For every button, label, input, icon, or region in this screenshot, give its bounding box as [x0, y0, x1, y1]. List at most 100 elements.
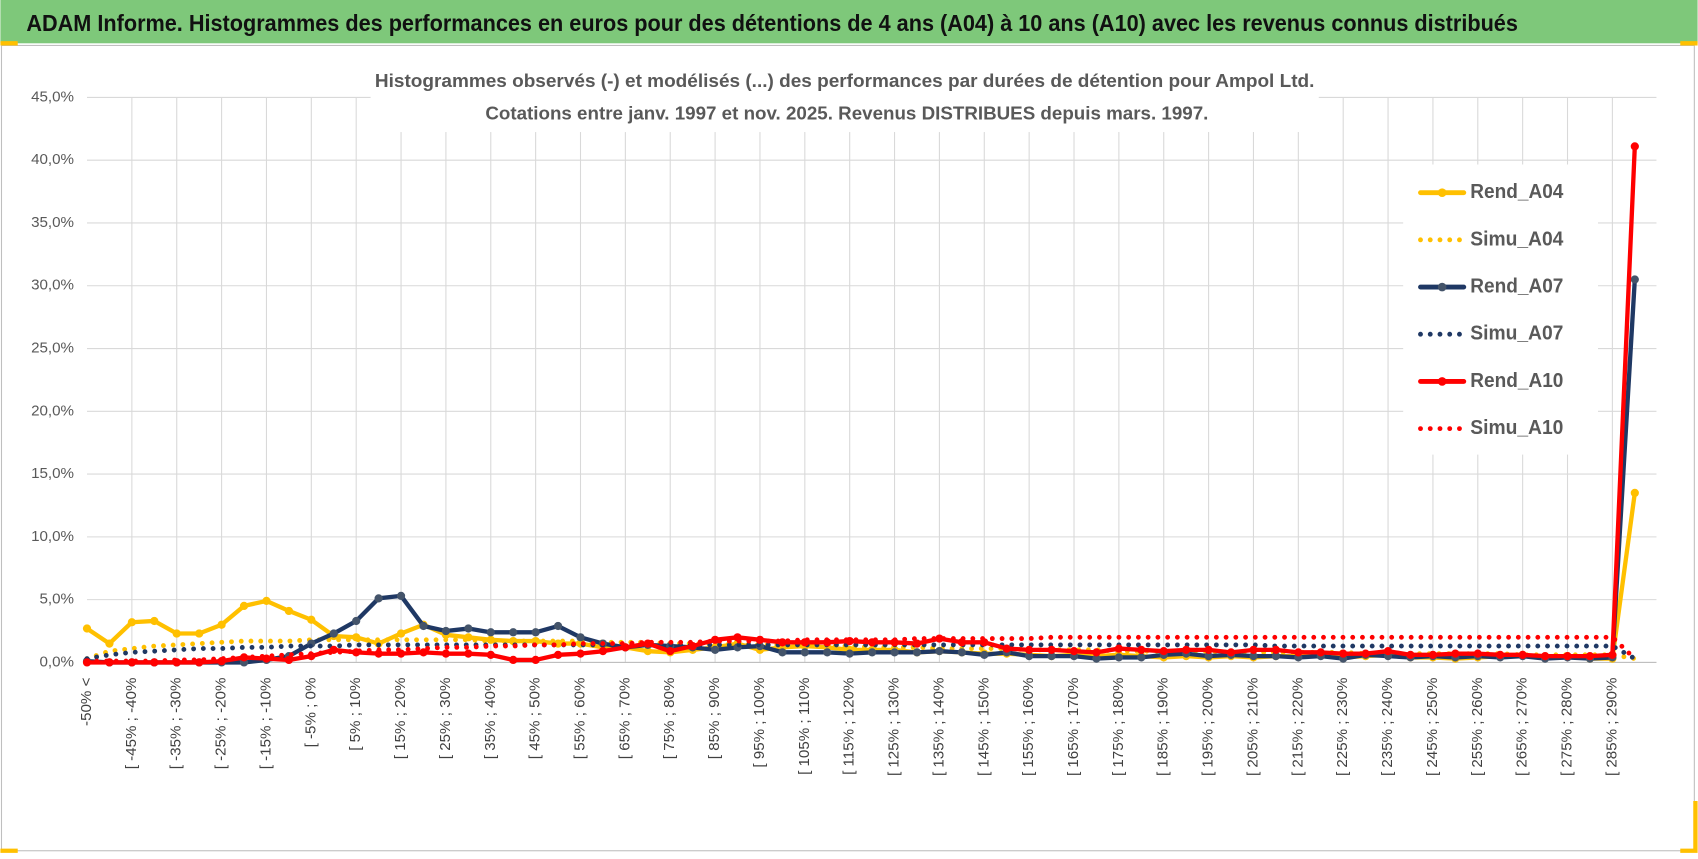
point-marker: [531, 655, 540, 665]
point-marker: [352, 616, 361, 626]
x-tick-label: [ 75% ; 80%: [661, 678, 678, 760]
point-marker: [1271, 645, 1281, 654]
point-marker: [935, 634, 944, 643]
point-marker: [890, 648, 899, 657]
point-marker: [329, 629, 338, 638]
point-marker: [1361, 649, 1370, 658]
x-tick-label: [ -25% ; -20%: [213, 678, 230, 770]
x-tick-label: [ 25% ; 30%: [437, 678, 454, 760]
legend-marker: [1437, 377, 1447, 386]
point-marker: [912, 639, 922, 648]
series-line: [84, 277, 1637, 665]
point-marker: [710, 645, 720, 654]
point-marker: [1047, 645, 1056, 654]
legend-label: Simu_A10: [1470, 416, 1563, 439]
point-marker: [643, 647, 652, 656]
y-tick-label: 30,0%: [31, 277, 74, 294]
point-marker: [1339, 649, 1348, 658]
point-marker: [239, 601, 249, 611]
point-marker: [1473, 649, 1482, 658]
x-tick-label: [ 245% ; 250%: [1424, 678, 1441, 776]
title-box: [370, 67, 1319, 133]
point-marker: [531, 628, 540, 637]
point-marker: [576, 633, 585, 642]
point-marker: [1428, 650, 1438, 659]
point-marker: [1630, 142, 1639, 151]
point-marker: [1294, 648, 1303, 657]
point-marker: [1114, 653, 1123, 662]
legend-label: Simu_A04: [1470, 227, 1564, 250]
x-tick-label: [ 235% ; 240%: [1379, 678, 1396, 776]
point-marker: [1002, 644, 1011, 653]
point-marker: [553, 650, 563, 659]
point-marker: [441, 626, 451, 636]
point-marker: [1518, 650, 1527, 659]
point-marker: [1137, 653, 1146, 662]
x-tick-label: [ 285% ; 290%: [1603, 678, 1620, 776]
series-line: [84, 144, 1637, 665]
x-tick-label: [ 55% ; 60%: [572, 678, 589, 760]
point-marker: [1540, 652, 1550, 661]
x-tick-label: [ -5% ; 0%: [302, 678, 319, 748]
chart-title-line: Cotations entre janv. 1997 et nov. 2025.…: [485, 103, 1208, 124]
point-marker: [957, 648, 966, 657]
point-marker: [980, 650, 989, 659]
chart-title-line: Histogrammes observés (-) et modélisés (…: [375, 70, 1315, 91]
point-marker: [868, 648, 877, 657]
x-tick-label: [ 145% ; 150%: [975, 678, 992, 776]
point-marker: [1630, 275, 1639, 284]
point-marker: [464, 624, 473, 633]
point-marker: [284, 606, 294, 616]
point-marker: [1182, 645, 1191, 654]
point-marker: [307, 615, 316, 624]
point-marker: [845, 649, 854, 658]
y-tick-label: 0,0%: [39, 653, 74, 670]
point-marker: [553, 621, 563, 631]
x-tick-label: [ 205% ; 210%: [1244, 678, 1261, 776]
x-tick-label: [ 15% ; 20%: [392, 678, 409, 760]
x-tick-label: [ 165% ; 170%: [1065, 678, 1082, 776]
point-marker: [127, 618, 136, 627]
y-tick-label: 40,0%: [31, 151, 74, 168]
y-tick-label: 25,0%: [31, 340, 74, 357]
point-marker: [576, 649, 585, 658]
series-lines: [82, 142, 1639, 667]
point-marker: [374, 594, 383, 603]
point-marker: [1159, 647, 1168, 656]
x-tick-label: [ 215% ; 220%: [1289, 678, 1306, 776]
point-marker: [172, 629, 181, 638]
legend-label: Rend_A07: [1470, 274, 1563, 297]
legend-label: Rend_A04: [1470, 180, 1564, 203]
y-tick-label: 10,0%: [31, 528, 74, 545]
point-marker: [1025, 652, 1034, 661]
point-marker: [1204, 645, 1213, 654]
chart-frame: [0, 44, 1695, 852]
point-marker: [1608, 650, 1617, 659]
point-marker: [374, 649, 383, 658]
x-tick-label: [ 125% ; 130%: [886, 678, 903, 776]
x-tick-label: [ 265% ; 270%: [1514, 678, 1531, 776]
x-tick-label: -50% <: [78, 677, 95, 726]
point-marker: [598, 647, 608, 656]
frame-corners: [0, 41, 1698, 853]
point-marker: [1585, 652, 1595, 661]
x-tick-label: [ 195% ; 200%: [1200, 678, 1217, 776]
header-band: [0, 0, 1698, 44]
point-marker: [1563, 652, 1572, 661]
x-tick-label: [ 45% ; 50%: [527, 678, 544, 760]
point-marker: [486, 628, 495, 637]
point-marker: [486, 650, 495, 659]
point-marker: [1249, 645, 1258, 654]
point-marker: [150, 616, 159, 626]
point-marker: [1069, 647, 1079, 656]
point-marker: [396, 591, 406, 600]
legend-label: Rend_A10: [1470, 369, 1563, 392]
point-marker: [419, 621, 428, 631]
point-marker: [1092, 654, 1101, 663]
x-tick-label: [ 255% ; 260%: [1469, 678, 1486, 776]
legend: Rend_A04 Simu_A04 Rend_A07 Simu_A07 Rend_A10…: [1418, 180, 1564, 439]
point-marker: [778, 648, 787, 657]
legend-marker: [1437, 282, 1447, 292]
